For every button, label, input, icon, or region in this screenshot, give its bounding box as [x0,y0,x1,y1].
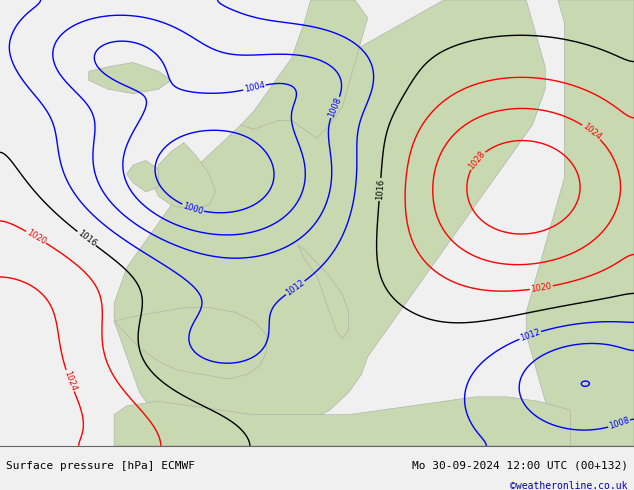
Text: 1012: 1012 [284,278,306,297]
Polygon shape [114,397,571,446]
Text: Mo 30-09-2024 12:00 UTC (00+132): Mo 30-09-2024 12:00 UTC (00+132) [411,461,628,471]
Text: 1004: 1004 [243,81,266,94]
Polygon shape [127,161,158,192]
Text: 1028: 1028 [467,149,488,171]
Text: ©weatheronline.co.uk: ©weatheronline.co.uk [510,481,628,490]
Text: Surface pressure [hPa] ECMWF: Surface pressure [hPa] ECMWF [6,461,195,471]
Text: 1008: 1008 [327,96,343,119]
Text: 1020: 1020 [25,228,48,246]
Text: 1012: 1012 [519,327,541,343]
Polygon shape [152,143,216,210]
Polygon shape [526,0,634,446]
Text: 1000: 1000 [181,201,204,216]
Text: 1024: 1024 [581,122,602,142]
Text: 1016: 1016 [375,178,385,200]
Text: 1020: 1020 [530,282,552,294]
Polygon shape [241,0,368,138]
Polygon shape [114,0,545,446]
Text: 1024: 1024 [62,369,78,392]
Polygon shape [114,308,266,379]
Polygon shape [298,245,349,339]
Text: 1008: 1008 [608,416,631,431]
Text: 1016: 1016 [75,229,98,248]
Polygon shape [89,62,171,94]
